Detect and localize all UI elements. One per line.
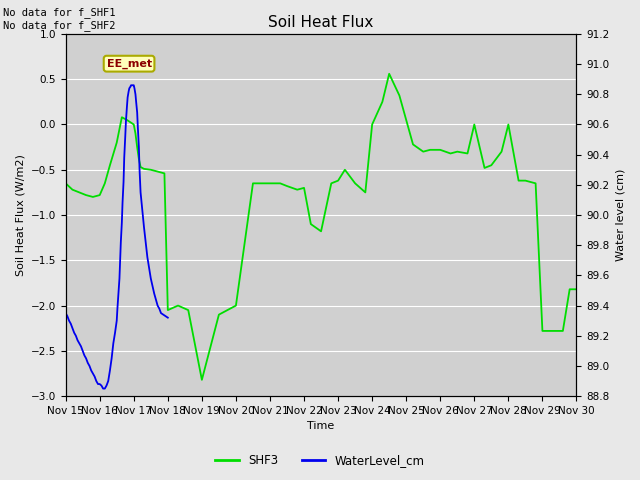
SHF3 xyxy=(403,117,410,123)
Title: Soil Heat Flux: Soil Heat Flux xyxy=(268,15,374,30)
SHF3 xyxy=(62,180,70,186)
X-axis label: Time: Time xyxy=(307,421,335,432)
SHF3 xyxy=(573,287,580,292)
SHF3 xyxy=(341,167,349,173)
Line: SHF3: SHF3 xyxy=(66,74,577,380)
SHF3 xyxy=(266,180,274,186)
Y-axis label: Water level (cm): Water level (cm) xyxy=(615,169,625,261)
WaterLevel_cm xyxy=(99,386,107,392)
WaterLevel_cm xyxy=(134,125,141,131)
WaterLevel_cm xyxy=(130,83,138,88)
SHF3 xyxy=(396,93,403,98)
WaterLevel_cm xyxy=(127,83,135,88)
WaterLevel_cm xyxy=(62,310,70,316)
Text: No data for f_SHF1
No data for f_SHF2: No data for f_SHF1 No data for f_SHF2 xyxy=(3,7,116,31)
WaterLevel_cm xyxy=(127,84,134,90)
WaterLevel_cm xyxy=(147,276,155,281)
SHF3 xyxy=(307,221,315,227)
Line: WaterLevel_cm: WaterLevel_cm xyxy=(66,85,168,389)
SHF3 xyxy=(198,377,205,383)
Text: EE_met: EE_met xyxy=(106,59,152,69)
WaterLevel_cm xyxy=(152,297,160,302)
Legend: SHF3, WaterLevel_cm: SHF3, WaterLevel_cm xyxy=(211,449,429,472)
SHF3 xyxy=(113,140,120,145)
SHF3 xyxy=(385,71,393,77)
Y-axis label: Soil Heat Flux (W/m2): Soil Heat Flux (W/m2) xyxy=(15,154,25,276)
WaterLevel_cm xyxy=(150,290,158,296)
WaterLevel_cm xyxy=(164,315,172,321)
